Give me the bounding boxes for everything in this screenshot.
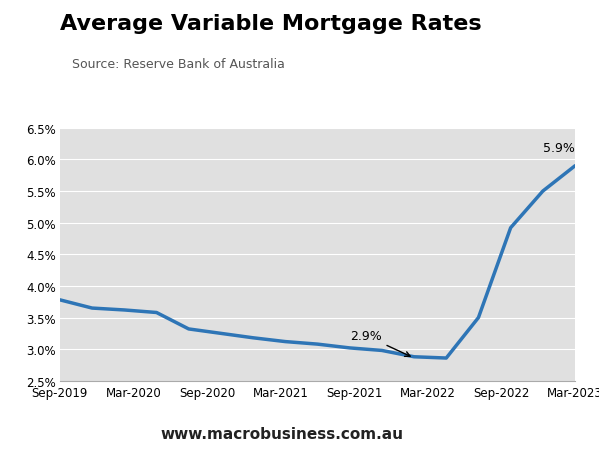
- Text: Average Variable Mortgage Rates: Average Variable Mortgage Rates: [60, 14, 482, 34]
- Text: Source: Reserve Bank of Australia: Source: Reserve Bank of Australia: [72, 57, 285, 70]
- Text: MACRO: MACRO: [454, 37, 534, 56]
- Text: BUSINESS: BUSINESS: [440, 74, 548, 93]
- Text: www.macrobusiness.com.au: www.macrobusiness.com.au: [160, 425, 403, 441]
- Text: 2.9%: 2.9%: [350, 330, 410, 357]
- Text: 5.9%: 5.9%: [543, 142, 575, 155]
